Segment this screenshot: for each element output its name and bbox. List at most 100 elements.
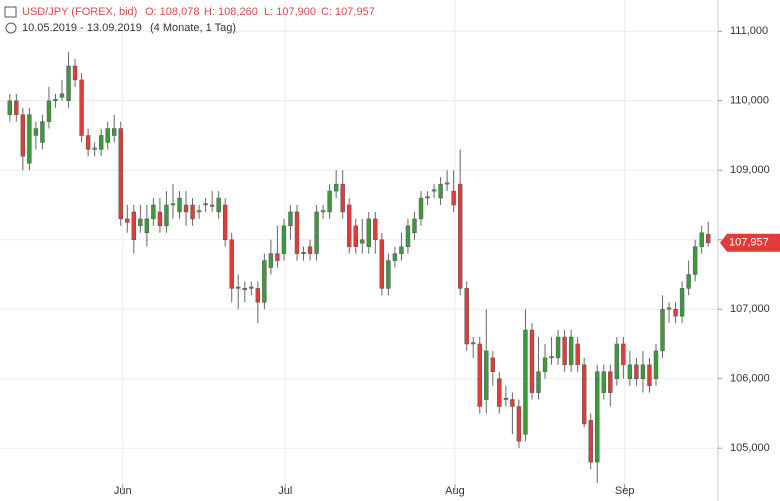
candle-body [640, 364, 646, 379]
candle-body [203, 203, 208, 206]
candle-body [497, 378, 502, 407]
candle-body [112, 128, 117, 136]
candle-body [477, 343, 482, 407]
candle-body [438, 183, 443, 199]
candle-body [85, 135, 91, 150]
candle-body [314, 211, 319, 254]
header: USD/JPY (FOREX, bid) O: 108,078 H: 108,2… [4, 6, 375, 34]
candle-body [183, 204, 189, 213]
candle-body [138, 218, 143, 227]
candle-body [79, 79, 84, 136]
candle-body [236, 286, 241, 289]
candle-body [157, 211, 163, 227]
y-tick-label: 110,000 [730, 95, 769, 107]
candle-body [151, 204, 156, 220]
candle-body [471, 342, 476, 345]
candle-body [614, 343, 620, 379]
x-tick-label: Sep [615, 485, 635, 497]
candle-body [686, 274, 691, 289]
candle-body [360, 239, 365, 244]
candle-body [366, 218, 371, 247]
candle-body [288, 211, 293, 227]
candle-body [33, 128, 39, 136]
candle-body [562, 336, 567, 366]
candle-body [196, 210, 202, 213]
ohlc-open: O: 108,078 [145, 6, 199, 18]
candle-body [177, 197, 182, 213]
candle-body [392, 253, 398, 261]
candle-body [523, 329, 528, 435]
candle-body [72, 65, 78, 81]
clock-icon [5, 22, 17, 34]
date-range: 10.05.2019 - 13.09.2019 [22, 22, 142, 34]
candle-body [307, 246, 313, 254]
candle-body [59, 93, 65, 98]
y-tick-label: 107,000 [730, 303, 770, 315]
candle-body [222, 204, 228, 240]
candle-body [601, 371, 606, 393]
y-tick-label: 111,000 [730, 25, 768, 37]
x-tick-label: Jul [278, 485, 292, 497]
candle-body [262, 260, 267, 303]
ohlc-close: C: 107,957 [321, 6, 375, 18]
candle-body [209, 204, 215, 207]
candle-body [66, 65, 71, 102]
grid [0, 0, 718, 484]
candle-body [190, 204, 195, 220]
candle-body [27, 114, 32, 164]
candle-body [529, 329, 535, 393]
ohlc-high: H: 108,260 [204, 6, 258, 18]
candle-body [320, 210, 326, 213]
candle-body [575, 343, 580, 366]
candle-body [653, 350, 659, 379]
x-tick-label: Aug [445, 485, 465, 497]
candle-body [294, 211, 300, 254]
candle-body [418, 197, 424, 220]
candle-body [503, 397, 509, 400]
candle-body [666, 307, 672, 310]
candle-body [353, 225, 358, 247]
candle-body [431, 189, 437, 192]
candle-body [98, 135, 104, 150]
candle-body [699, 232, 704, 247]
last-price-label: 107,957 [729, 237, 769, 249]
instrument-icon [4, 6, 17, 18]
candle-body [255, 288, 261, 303]
candle-body [379, 239, 385, 289]
y-tick-label: 105,000 [730, 442, 770, 454]
candle-body [595, 371, 600, 463]
candle-body [131, 211, 137, 240]
candle-body [333, 183, 339, 192]
candle-body [608, 371, 613, 393]
candle-body [412, 218, 417, 234]
candle-body [581, 364, 587, 425]
candle-body [673, 308, 678, 317]
instrument-title: USD/JPY (FOREX, bid) [22, 6, 137, 18]
candle-body [484, 350, 489, 400]
candle-body [425, 196, 430, 199]
candle-body [588, 420, 593, 463]
candle-body [125, 218, 130, 223]
candle-body [275, 253, 280, 261]
candle-body [301, 251, 306, 254]
ohlc-low: L: 107,900 [264, 6, 316, 18]
candle-body [457, 183, 463, 289]
candle-body [386, 260, 391, 289]
candle-body [444, 182, 450, 185]
candle-body [542, 357, 548, 373]
candle-body [118, 128, 123, 220]
candle-body [510, 399, 515, 407]
candle-body [706, 234, 711, 243]
duration: (4 Monate, 1 Tag) [150, 22, 236, 34]
last-price-tag [720, 233, 780, 252]
candle-body [164, 204, 169, 227]
candle-body [170, 203, 176, 206]
candle-body [46, 100, 52, 122]
candle-body [464, 288, 469, 345]
candle-body [242, 288, 247, 291]
candle-body [692, 246, 698, 275]
candle-body [451, 190, 456, 206]
y-tick-label: 106,000 [730, 373, 770, 385]
candle-body [14, 100, 19, 115]
